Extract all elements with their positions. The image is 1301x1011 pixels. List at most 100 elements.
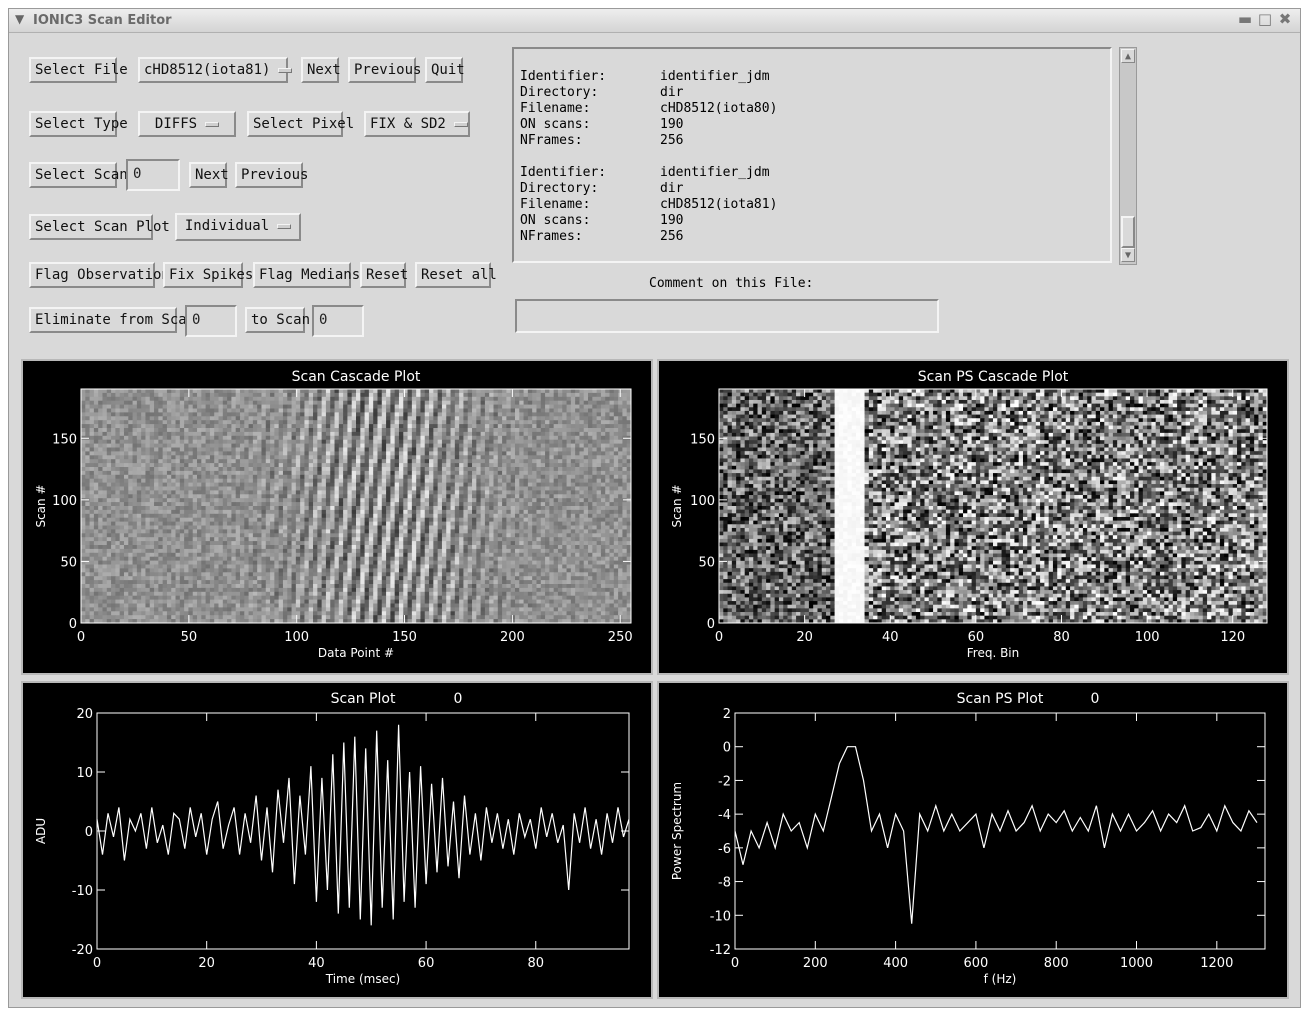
file-next-button[interactable]: Next [301, 57, 341, 83]
heatmap-cell [278, 521, 284, 526]
heatmap-cell [149, 490, 155, 495]
scan-number-field[interactable]: 0 [126, 159, 180, 191]
heatmap-cell [472, 424, 477, 429]
heatmap-cell [209, 447, 215, 452]
flag-observation-button[interactable]: Flag Observation [29, 262, 170, 288]
heatmap-cell [553, 424, 559, 429]
scroll-up-icon[interactable]: ▲ [1121, 49, 1135, 63]
pixel-dropdown[interactable]: FIX & SD2 [364, 111, 470, 137]
info-scrollbar[interactable]: ▲ ▼ [1119, 47, 1137, 265]
minimize-icon[interactable]: ▬ [1237, 10, 1253, 28]
quit-button[interactable]: Quit [425, 57, 465, 83]
heatmap-cell [106, 400, 112, 405]
heatmap-cell [596, 486, 602, 491]
heatmap-cell [274, 490, 280, 495]
heatmap-cell [540, 467, 546, 472]
heatmap-cell [128, 467, 133, 472]
heatmap-cell [502, 463, 507, 468]
heatmap-cell [300, 470, 305, 476]
heatmap-cell [295, 486, 301, 491]
heatmap-cell [446, 467, 451, 472]
heatmap-cell [437, 412, 443, 417]
heatmap-cell [489, 490, 494, 495]
heatmap-cell [398, 490, 404, 495]
select-scan-button[interactable]: Select Scan [29, 162, 128, 188]
heatmap-cell [235, 513, 241, 519]
select-type-button[interactable]: Select Type [29, 111, 128, 137]
heatmap-cell [429, 443, 434, 448]
heatmap-cell [205, 451, 211, 456]
to-scan-button[interactable]: to Scan [245, 307, 310, 333]
scan-next-button[interactable]: Next [189, 162, 229, 188]
heatmap-cell [154, 509, 159, 515]
heatmap-cell [171, 509, 176, 515]
heatmap-cell [85, 443, 90, 448]
heatmap-cell [119, 396, 125, 402]
heatmap-cell [553, 412, 559, 417]
heatmap-cell [205, 486, 211, 491]
heatmap-cell [334, 435, 340, 441]
heatmap-cell [85, 470, 90, 476]
to-scan-field[interactable]: 0 [312, 305, 364, 337]
heatmap-cell [93, 502, 99, 507]
heatmap-cell [304, 404, 310, 409]
reset-button[interactable]: Reset [360, 262, 408, 288]
flag-medians-button[interactable]: Flag Medians [253, 262, 360, 288]
heatmap-cell [356, 521, 361, 526]
heatmap-cell [257, 498, 262, 503]
heatmap-cell [368, 443, 374, 448]
heatmap-cell [588, 517, 593, 522]
eliminate-from-field[interactable]: 0 [185, 305, 237, 337]
heatmap-cell [364, 517, 370, 522]
maximize-icon[interactable]: □ [1257, 10, 1273, 28]
window-menu-icon[interactable]: ▼ [15, 12, 25, 26]
heatmap-cell [553, 396, 559, 402]
heatmap-cell [171, 467, 176, 472]
heatmap-cell [98, 435, 103, 441]
heatmap-cell [282, 443, 288, 448]
type-dropdown[interactable]: DIFFS [138, 111, 236, 137]
file-dropdown[interactable]: cHD8512(iota81) [138, 57, 293, 83]
scan-plot-dropdown[interactable]: Individual [175, 213, 301, 241]
heatmap-cell [171, 447, 176, 452]
heatmap-cell [162, 490, 168, 495]
file-previous-button[interactable]: Previous [348, 57, 421, 83]
heatmap-cell [141, 478, 146, 483]
heatmap-cell [570, 420, 576, 425]
comment-field[interactable] [515, 299, 939, 333]
select-pixel-button[interactable]: Select Pixel [247, 111, 354, 137]
heatmap-cell [154, 392, 159, 398]
heatmap-cell [519, 412, 524, 417]
heatmap-cell [265, 490, 271, 495]
heatmap-cell [175, 451, 181, 456]
scroll-down-icon[interactable]: ▼ [1121, 248, 1135, 262]
heatmap-cell [450, 443, 456, 448]
heatmap-cell [89, 451, 95, 456]
eliminate-from-scan-button[interactable]: Eliminate from Scan [29, 307, 195, 333]
reset-all-button[interactable]: Reset all [415, 262, 497, 288]
heatmap-cell [222, 412, 228, 417]
heatmap-cell [123, 474, 129, 480]
heatmap-cell [158, 439, 164, 444]
scroll-thumb[interactable] [1121, 216, 1135, 248]
heatmap-cell [123, 396, 129, 402]
heatmap-cell [626, 400, 632, 405]
heatmap-cell [227, 533, 232, 538]
heatmap-cell [265, 498, 271, 503]
heatmap-cell [201, 400, 207, 405]
scan-previous-button[interactable]: Previous [235, 162, 308, 188]
heatmap-cell [179, 502, 185, 507]
heatmap-cell [433, 498, 439, 503]
heatmap-cell [596, 482, 602, 487]
heatmap-cell [351, 412, 357, 417]
heatmap-cell [218, 502, 224, 507]
heatmap-cell [270, 537, 275, 542]
heatmap-cell [334, 443, 340, 448]
close-icon[interactable]: ✖ [1278, 10, 1292, 28]
select-file-button[interactable]: Select File [29, 57, 128, 83]
select-scan-plot-button[interactable]: Select Scan Plot [29, 214, 170, 240]
fix-spikes-button[interactable]: Fix Spikes [163, 262, 253, 288]
heatmap-cell [502, 498, 507, 503]
heatmap-cell [85, 509, 90, 515]
heatmap-cell [252, 396, 258, 402]
